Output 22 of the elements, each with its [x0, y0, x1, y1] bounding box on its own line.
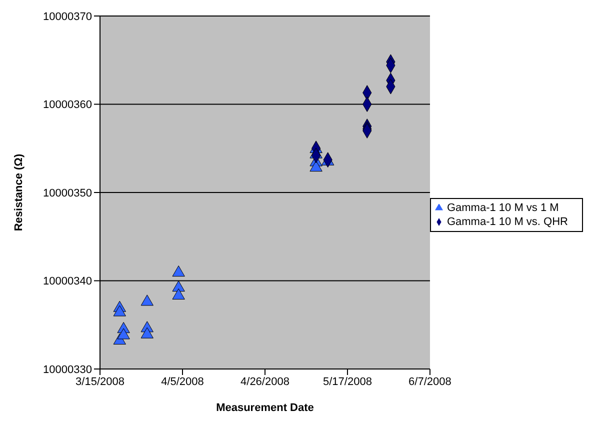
y-tick-label: 10000360	[43, 99, 92, 112]
point	[113, 305, 126, 316]
y-tick-label: 10000330	[43, 364, 92, 376]
legend-label: Gamma-1 10 M vs 1 M	[446, 202, 559, 214]
point	[117, 328, 130, 340]
point	[310, 160, 322, 172]
point	[140, 294, 154, 306]
x-tick-label: 4/5/2008	[161, 376, 204, 388]
point	[172, 280, 185, 292]
y-tick-label: 10000340	[43, 276, 92, 288]
point	[172, 266, 185, 277]
x-tick-label: 3/15/2008	[76, 376, 124, 388]
x-tick-label: 4/26/2008	[240, 376, 290, 388]
point	[172, 288, 185, 300]
x-tick-label: 6/7/2008	[408, 376, 452, 388]
legend-label: Gamma-1 10 M vs. QHR	[446, 216, 568, 228]
y-tick-label: 10000350	[43, 187, 92, 200]
y-axis-title: Resistance (Ω)	[12, 154, 25, 232]
x-axis-title: Measurement Date	[216, 402, 314, 414]
point	[140, 327, 154, 338]
x-tick-label: 5/17/2008	[323, 376, 372, 388]
y-tick-label: 10000370	[43, 10, 92, 23]
